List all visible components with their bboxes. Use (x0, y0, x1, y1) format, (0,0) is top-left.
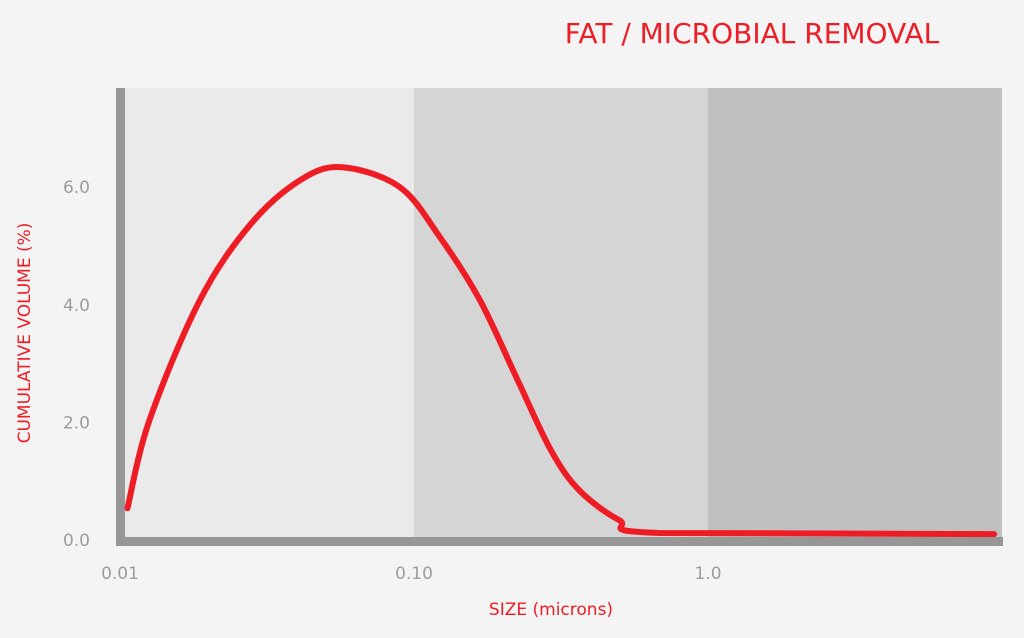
y-tick-label: 6.0 (63, 178, 90, 198)
chart-title: FAT / MICROBIAL REMOVAL (565, 17, 940, 50)
background-bands (125, 88, 1002, 537)
y-tick-label: 4.0 (63, 296, 90, 316)
x-axis-line (116, 537, 1003, 546)
series-line (124, 164, 998, 538)
x-tick-label: 0.01 (101, 564, 139, 584)
y-axis-line (116, 88, 125, 546)
y-axis-label: CUMULATIVE VOLUME (%) (15, 223, 35, 444)
x-tick-label: 1.0 (694, 564, 721, 584)
x-tick-labels: 0.01 0.10 1.0 (101, 564, 721, 584)
y-tick-labels: 0.0 2.0 4.0 6.0 (63, 178, 90, 551)
band-2 (708, 88, 1002, 537)
y-tick-label: 2.0 (63, 413, 90, 433)
x-axis-label: SIZE (microns) (489, 600, 613, 620)
x-tick-label: 0.10 (395, 564, 433, 584)
band-0 (125, 88, 414, 537)
y-tick-label: 0.0 (63, 531, 90, 551)
